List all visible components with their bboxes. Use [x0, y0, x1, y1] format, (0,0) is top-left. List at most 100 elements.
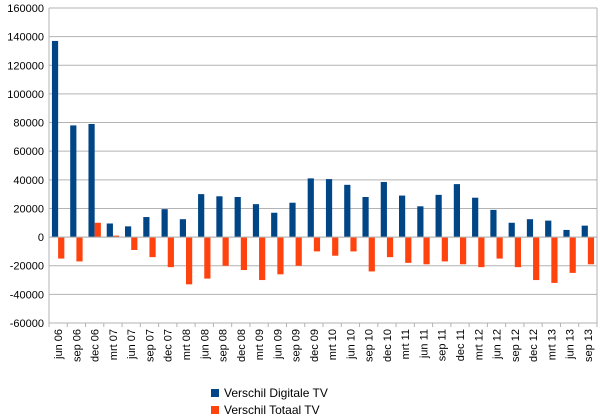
bar-totaal-tv [204, 237, 211, 279]
bar-digitale-tv [289, 202, 296, 238]
bar-digitale-tv [106, 223, 113, 238]
x-tick-label: sep 08 [218, 329, 230, 362]
y-tick-label: 20000 [13, 203, 44, 215]
y-tick-label: -40000 [10, 289, 44, 301]
bar-totaal-tv [240, 237, 247, 271]
x-tick-label: sep 09 [291, 329, 303, 362]
bar-digitale-tv [399, 195, 406, 238]
y-tick-label: 40000 [13, 175, 44, 187]
bar-totaal-tv [222, 237, 229, 266]
bar-digitale-tv [143, 217, 150, 238]
bar-totaal-tv [386, 237, 394, 258]
bar-digitale-tv [70, 125, 77, 238]
bar-totaal-tv [551, 237, 558, 283]
bar-digitale-tv [417, 206, 424, 238]
bar-digitale-tv [435, 194, 442, 238]
bar-digitale-tv [344, 184, 351, 238]
bar-totaal-tv [58, 237, 65, 259]
bar-digitale-tv [125, 226, 132, 238]
x-tick-label: dec 10 [382, 329, 394, 362]
x-tick-label: sep 12 [510, 329, 522, 362]
bar-digitale-tv [88, 123, 95, 238]
bar-digitale-tv [51, 40, 59, 238]
bar-digitale-tv [526, 219, 534, 238]
y-tick-label: -60000 [10, 318, 44, 330]
y-tick-label: 120000 [7, 60, 44, 72]
x-tick-label: mrt 08 [181, 329, 193, 360]
bar-totaal-tv [496, 237, 503, 259]
x-tick-label: dec 07 [163, 329, 175, 362]
bar-totaal-tv [167, 237, 174, 268]
bar-totaal-tv [514, 237, 521, 268]
x-tick-label: mrt 07 [108, 329, 120, 360]
bar-totaal-tv [332, 237, 339, 256]
bar-totaal-tv [569, 237, 576, 273]
x-tick-label: jun 13 [565, 329, 577, 360]
bar-digitale-tv [563, 229, 570, 238]
bar-digitale-tv [198, 194, 205, 238]
bar-totaal-tv [587, 237, 595, 265]
x-tick-label: jun 10 [345, 329, 357, 360]
bar-totaal-tv [405, 237, 412, 263]
x-tick-label: mrt 11 [400, 329, 412, 359]
x-tick-label: mrt 09 [254, 329, 266, 360]
y-tick-label: 60000 [13, 146, 44, 158]
x-tick-label: sep 06 [71, 329, 83, 362]
y-tick-label: 140000 [7, 32, 44, 44]
x-tick-label: jun 07 [126, 329, 138, 360]
x-tick-label: dec 12 [528, 329, 540, 362]
x-tick-label: jun 06 [53, 329, 65, 360]
bar-digitale-tv [179, 219, 186, 238]
legend-swatch [211, 389, 219, 397]
y-tick-label: -20000 [10, 261, 44, 273]
x-tick-label: sep 13 [583, 329, 595, 362]
x-tick-label: dec 06 [90, 329, 102, 362]
x-tick-label: mrt 10 [327, 329, 339, 360]
bar-digitale-tv [252, 204, 260, 238]
bar-totaal-tv [368, 237, 375, 272]
legend-label: Verschil Totaal TV [224, 403, 320, 417]
x-tick-label: mrt 13 [546, 329, 558, 360]
x-tick-label: sep 07 [144, 329, 156, 362]
bar-totaal-tv [441, 237, 448, 262]
bar-totaal-tv [94, 222, 101, 238]
y-tick-label: 160000 [7, 3, 44, 15]
x-tick-label: jun 09 [272, 329, 284, 360]
bar-totaal-tv [112, 235, 120, 238]
bar-digitale-tv [325, 179, 333, 238]
bar-digitale-tv [581, 225, 588, 238]
bar-totaal-tv [460, 237, 467, 265]
y-tick-label: 100000 [7, 89, 44, 101]
x-tick-label: dec 11 [455, 329, 467, 361]
x-tick-label: jun 08 [199, 329, 211, 360]
x-tick-label: dec 09 [309, 329, 321, 362]
bar-digitale-tv [362, 197, 369, 238]
bar-digitale-tv [453, 184, 460, 238]
bar-totaal-tv [423, 237, 430, 265]
bar-digitale-tv [161, 209, 168, 238]
x-tick-label: mrt 12 [473, 329, 485, 360]
bar-digitale-tv [545, 220, 552, 238]
bar-digitale-tv [490, 209, 497, 238]
x-tick-label: sep 10 [364, 329, 376, 362]
bar-totaal-tv [76, 237, 83, 262]
bar-totaal-tv [186, 237, 193, 285]
bar-digitale-tv [508, 222, 515, 238]
x-tick-label: jun 12 [492, 329, 504, 360]
bar-totaal-tv [259, 237, 266, 281]
legend-label: Verschil Digitale TV [224, 386, 328, 400]
bar-digitale-tv [380, 181, 387, 238]
bar-digitale-tv [472, 197, 479, 238]
y-tick-label: 80000 [13, 118, 44, 130]
y-tick-label: 0 [38, 232, 44, 244]
x-tick-label: dec 08 [236, 329, 248, 362]
bar-digitale-tv [307, 178, 314, 238]
x-tick-label: sep 11 [437, 329, 449, 361]
bar-totaal-tv [131, 237, 138, 250]
bar-digitale-tv [234, 197, 241, 238]
bar-digitale-tv [216, 196, 223, 238]
legend-swatch [211, 406, 219, 414]
bar-totaal-tv [478, 237, 485, 268]
